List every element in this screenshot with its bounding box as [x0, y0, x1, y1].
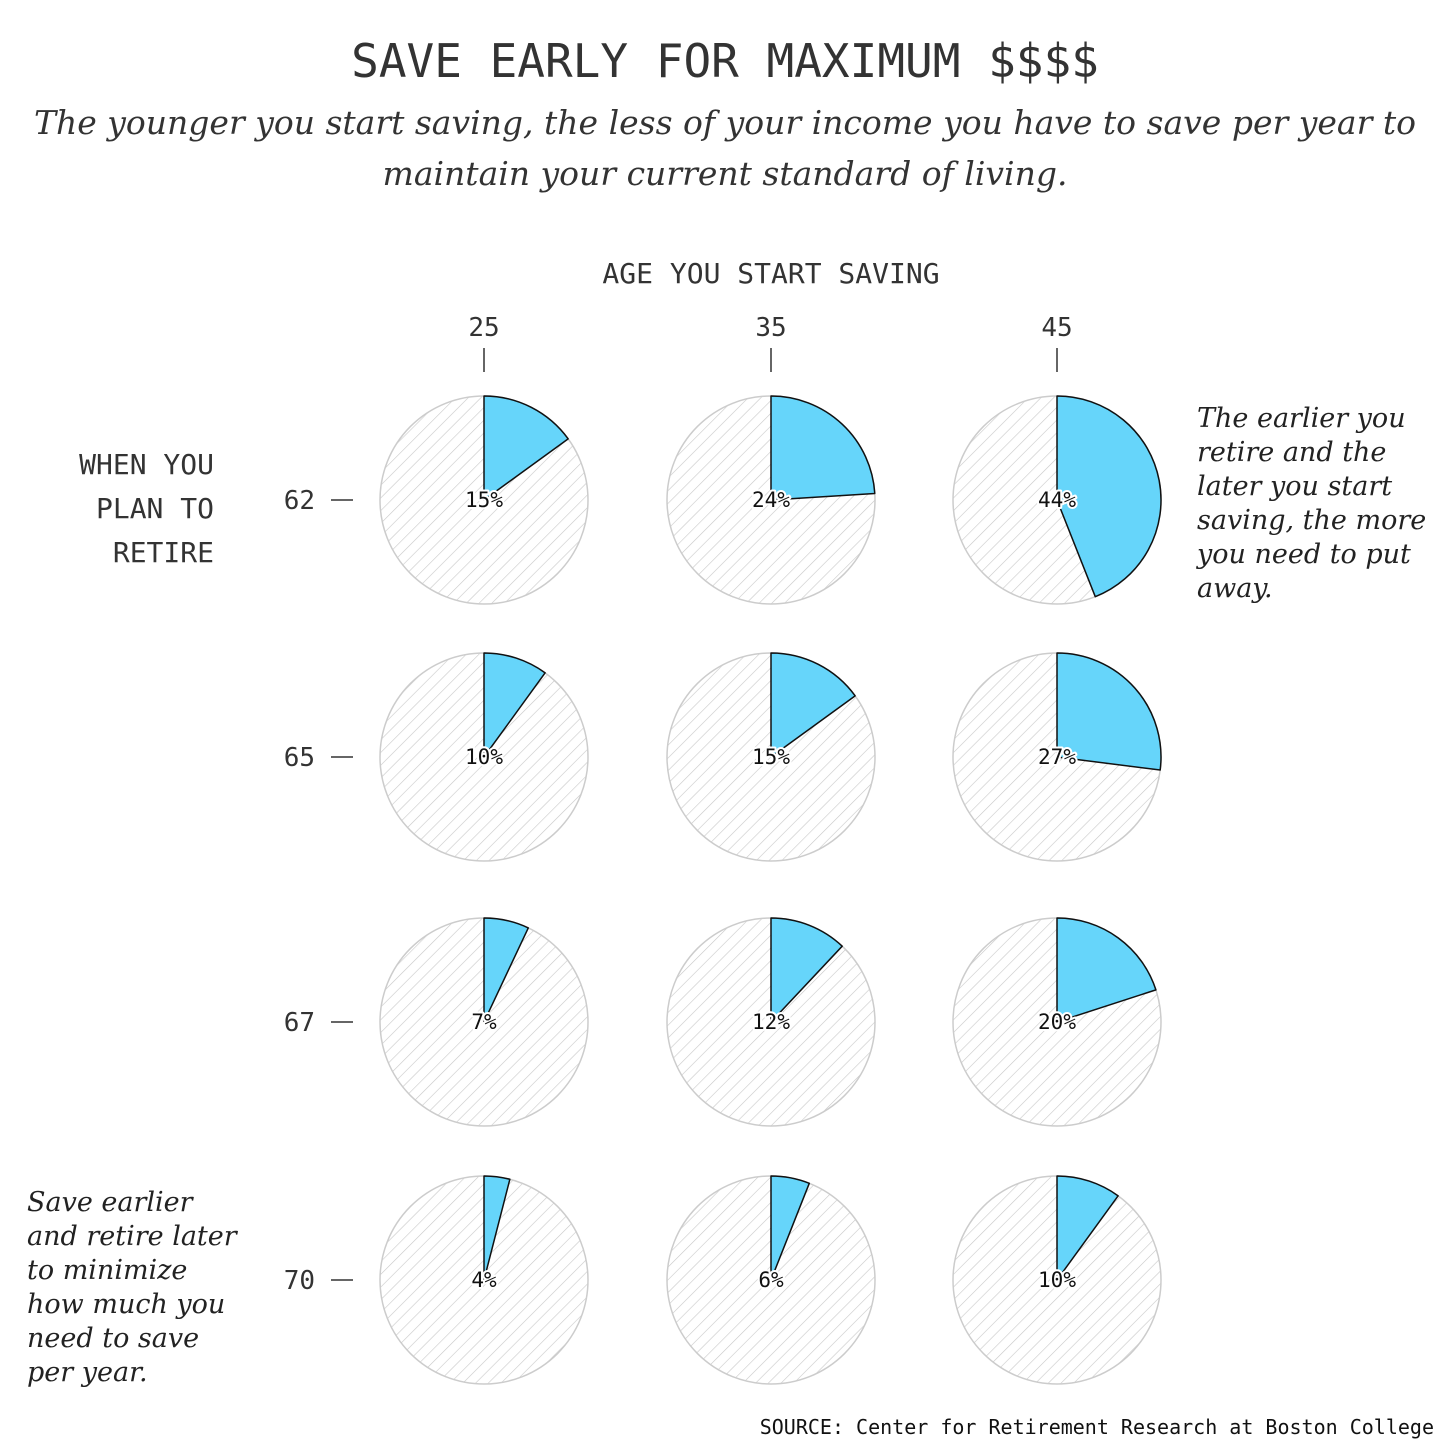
pie-value-label: 10%: [465, 745, 503, 769]
row-axis-label-line-3: RETIRE: [113, 536, 214, 569]
chart-subtitle-line-1: The younger you start saving, the less o…: [34, 103, 1416, 142]
pie-value-label: 7%: [471, 1010, 497, 1034]
pie-slice: [770, 395, 876, 501]
row-tick-label: 67: [284, 1008, 315, 1038]
row-tick-label: 70: [284, 1266, 315, 1296]
annotation-later-start: The earlier you retire and the later you…: [1196, 403, 1426, 604]
pie-slice: [483, 1175, 511, 1281]
annotation-later-start-line: you need to put: [1196, 539, 1411, 570]
annotation-save-earlier: Save earlier and retire later to minimiz…: [27, 1187, 239, 1388]
row-tick-label: 65: [284, 743, 315, 773]
pie: 12%: [666, 917, 876, 1127]
annotation-save-earlier-line: need to save: [27, 1323, 199, 1354]
pie-value-label: 4%: [471, 1268, 497, 1292]
pie-value-label: 24%: [752, 488, 790, 512]
chart-subtitle-line-2: maintain your current standard of living…: [383, 154, 1068, 193]
pie-slice: [770, 917, 843, 1023]
pie-value-label: 15%: [465, 488, 503, 512]
annotation-later-start-line: saving, the more: [1197, 505, 1426, 536]
pie: 7%: [379, 917, 589, 1127]
pie: 15%: [379, 395, 589, 605]
annotation-later-start-line: The earlier you: [1197, 403, 1406, 434]
pie-slice: [1056, 1175, 1119, 1281]
pie-slice: [483, 652, 546, 758]
pie: 15%: [666, 652, 876, 862]
annotation-save-earlier-line: and retire later: [27, 1221, 239, 1252]
pie: 4%: [379, 1175, 589, 1385]
annotation-later-start-line: retire and the: [1197, 437, 1386, 468]
column-tick-label: 45: [1041, 313, 1072, 343]
pie-value-label: 15%: [752, 745, 790, 769]
column-axis-label: AGE YOU START SAVING: [602, 257, 939, 290]
annotation-save-earlier-line: how much you: [27, 1289, 225, 1320]
column-tick-label: 35: [755, 313, 786, 343]
annotation-later-start-line: away.: [1197, 573, 1273, 604]
pie: 10%: [379, 652, 589, 862]
pie: 27%: [952, 652, 1162, 862]
pie-value-label: 44%: [1038, 488, 1076, 512]
pie: 10%: [952, 1175, 1162, 1385]
pie-slice: [483, 395, 569, 501]
pie-slice: [483, 917, 530, 1023]
pie-slice: [770, 1175, 811, 1281]
chart-title: SAVE EARLY FOR MAXIMUM $$$$: [351, 34, 1099, 88]
source-note: SOURCE: Center for Retirement Research a…: [760, 1415, 1434, 1439]
column-tick-label: 25: [468, 313, 499, 343]
pie-slice: [1056, 917, 1157, 1023]
annotation-save-earlier-line: Save earlier: [27, 1187, 195, 1218]
annotation-save-earlier-line: per year.: [27, 1357, 148, 1388]
pie-value-label: 20%: [1038, 1010, 1076, 1034]
row-tick-label: 62: [284, 486, 315, 516]
pie-value-label: 10%: [1038, 1268, 1076, 1292]
pie: 6%: [666, 1175, 876, 1385]
row-axis-label-line-1: WHEN YOU: [79, 448, 214, 481]
pie-slice: [770, 652, 856, 758]
pie: 44%: [952, 395, 1162, 605]
annotation-later-start-line: later you start: [1197, 471, 1392, 502]
pie-value-label: 12%: [752, 1010, 790, 1034]
pie: 24%: [666, 395, 876, 605]
row-axis-label-line-2: PLAN TO: [96, 492, 214, 525]
pie-slice: [1056, 652, 1162, 771]
pie-value-label: 27%: [1038, 745, 1076, 769]
pie-slice: [1056, 395, 1162, 598]
annotation-save-earlier-line: to minimize: [27, 1255, 187, 1286]
pie-value-label: 6%: [758, 1268, 784, 1292]
pie: 20%: [952, 917, 1162, 1127]
